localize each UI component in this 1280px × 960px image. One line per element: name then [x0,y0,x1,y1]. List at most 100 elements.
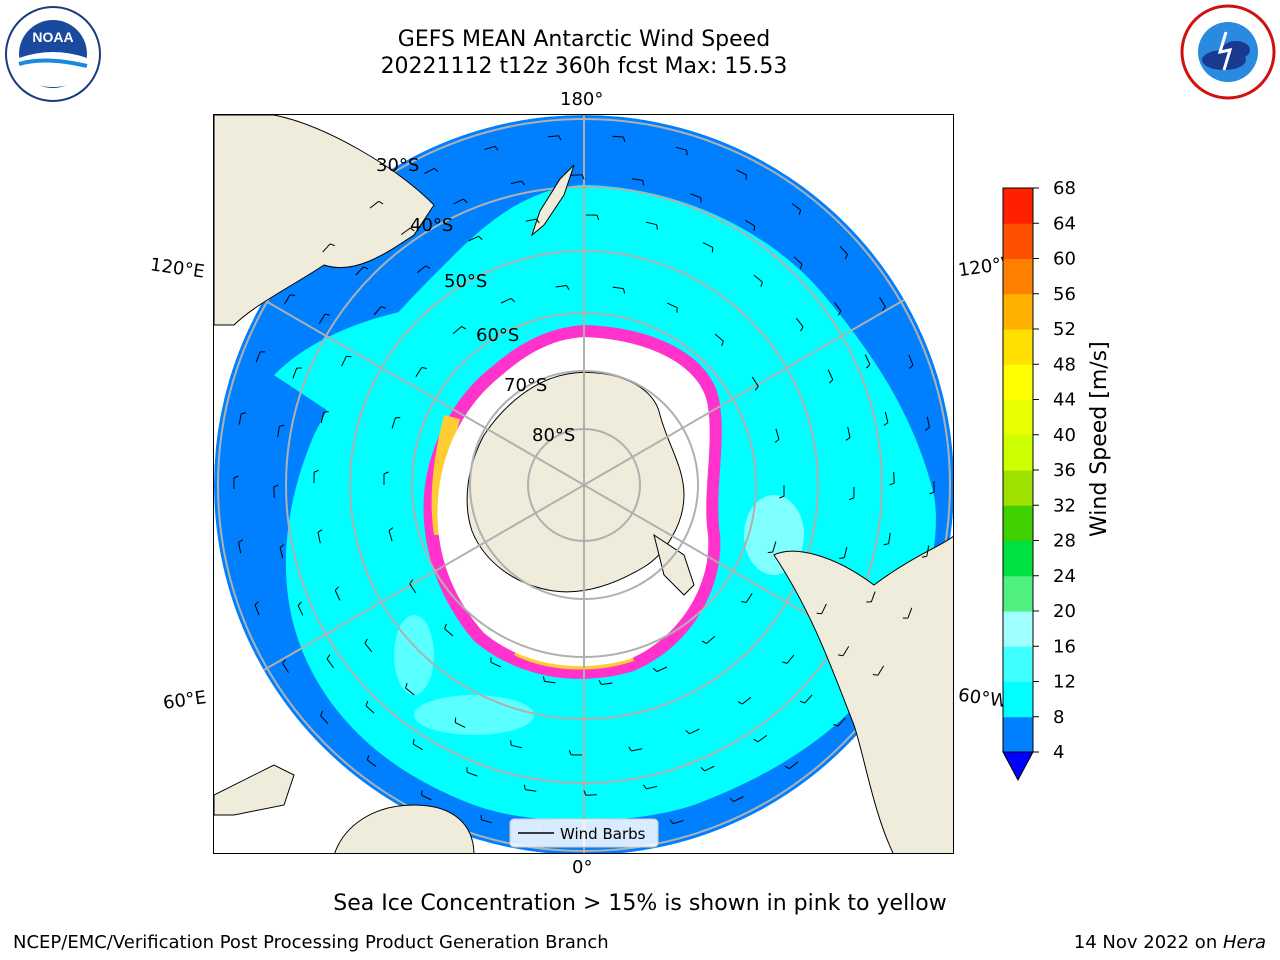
wind-barb [255,351,261,363]
colorbar-tick-label: 60 [1053,249,1076,270]
wind-barb [468,235,479,242]
colorbar-tick-label: 32 [1053,495,1076,516]
wind-barb [786,654,795,664]
wind-barb [555,285,567,288]
wind-barb [689,728,700,735]
colorbar-tick-label: 52 [1053,319,1076,340]
colorbar-tick-label: 68 [1053,180,1076,199]
colorbar-swatch [1003,716,1033,753]
wind-barb [926,416,930,428]
colorbar-swatch [1003,470,1033,506]
wind-barb [839,245,848,255]
wind-barb [833,301,842,312]
wind-barb [453,198,464,205]
wind-barb [415,367,423,377]
wind-barb [444,628,454,637]
colorbar-swatch [1003,258,1033,295]
wind-barb [452,326,462,335]
wind-barb [341,355,347,367]
colorbar-tick-label: 48 [1053,354,1076,375]
wind-barb [631,748,643,752]
wind-barb [318,313,326,324]
colorbar-label: Wind Speed [m/s] [1087,341,1112,537]
wind-barb-legend: Wind Barbs [509,818,659,848]
colorbar-tick-label: 16 [1053,636,1076,657]
lat-label-30s: 30°S [376,155,419,176]
wind-barb [631,178,643,181]
wind-barb [481,819,493,824]
wind-barb [334,590,341,601]
wind-barb [525,789,537,792]
colorbar-tick-label: 40 [1053,425,1076,446]
wind-barb [704,765,715,772]
colorbar-swatch [1003,434,1033,471]
wind-barb [326,658,335,669]
wind-barb [843,546,848,558]
wind-barb [745,593,753,603]
wind-barb [454,722,466,728]
new-zealand-land [530,164,575,237]
colorbar-swatch [1003,293,1033,330]
colorbar-swatch [1003,329,1033,365]
wind-barb [714,333,724,342]
wind-barb [672,820,684,825]
colorbar-swatch [1003,223,1033,259]
wind-barb [837,717,846,727]
colorbar-tick-label: 36 [1053,460,1076,481]
wind-barb [277,426,280,438]
nws-logo [1180,4,1276,100]
wind-barb [409,583,417,594]
wind-barb [870,591,876,603]
wind-barb [884,411,889,423]
wind-barb [775,428,780,440]
wind-barb [355,266,364,276]
svg-text:NOAA: NOAA [32,29,73,45]
wind-barb [238,542,242,554]
lon-label-120e: 120°E [148,254,206,283]
wind-barb [317,532,321,544]
wind-barb [736,169,747,176]
wind-barb [793,256,803,265]
wind-barb [466,771,478,777]
wind-barb [424,167,435,174]
polar-map: 30°S 40°S 50°S 60°S 70°S 80°S Wind Barbs [214,115,953,853]
wind-barb [741,696,752,705]
colorbar-under-triangle [1002,751,1034,782]
wind-barb [238,413,242,425]
wind-barb [753,274,763,283]
lat-label-70s: 70°S [504,375,547,396]
lat-label-60s: 60°S [476,325,519,346]
wind-barb [273,486,275,498]
wind-barb [283,294,291,305]
wind-barb [571,174,583,176]
wind-barb [367,759,377,768]
colorbar-tick-label: 28 [1053,531,1076,552]
wind-barb [877,665,885,676]
wind-barb [907,607,913,619]
madagascar-land [214,764,295,816]
colorbar-tick-label: 24 [1053,566,1076,587]
wind-barb [751,376,759,387]
wind-barb [847,426,851,438]
wind-barb [788,761,799,770]
colorbar-swatch [1003,611,1033,647]
footer-date: 14 Nov 2022 on Hera [1073,932,1266,953]
wind-barb [322,243,331,253]
wind-barb [320,715,329,725]
wind-barb [388,530,393,542]
wind-barb [666,302,678,309]
wind-barb [484,145,496,150]
wind-barb [412,743,423,751]
lon-label-180: 180° [560,89,604,110]
chart-subtitle-run: 20221112 t12z 360h fcst Max: 15.53 [380,54,788,79]
colorbar-swatch [1003,575,1033,612]
footer-machine: Hera [1222,932,1266,953]
wind-barb [320,412,325,424]
wind-barb [500,297,512,304]
wind-barb [585,794,597,796]
wind-barb [511,744,523,749]
wind-barb [821,603,827,615]
wind-barb [400,227,411,236]
colorbar-tick-label: 12 [1053,672,1076,693]
